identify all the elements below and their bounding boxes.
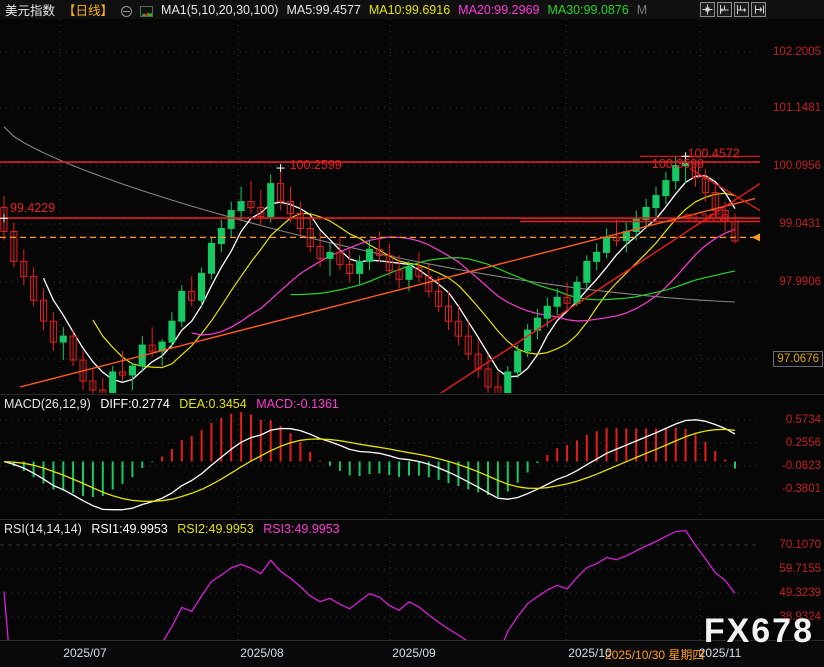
price-annotation: 100.4572 <box>688 146 740 160</box>
chart-header-bar: 美元指数 【日线】 MA1(5,10,20,30,100) MA5:99.457… <box>0 0 824 19</box>
macd-plot-area[interactable] <box>0 396 760 520</box>
macd-title: MACD(26,12,9) <box>4 397 91 411</box>
time-axis[interactable]: 2025/07 2025/08 2025/09 2025/10 2025/11 2025/… <box>0 640 824 667</box>
macd-axis-label: 0.5734 <box>785 414 821 426</box>
crosshair-date-label: 2025/10/30 星期四 <box>605 648 705 662</box>
chart-toolbar <box>700 2 766 17</box>
price-axis-label: 102.2005 <box>773 46 821 58</box>
price-annotation: 100.3599 <box>652 157 704 171</box>
macd-panel[interactable]: MACD(26,12,9) DIFF:0.2774 DEA:0.3454 MAC… <box>0 396 824 520</box>
panel-divider-2 <box>0 519 824 520</box>
rsi-header: RSI(14,14,14) RSI1:49.9953 RSI2:49.9953 … <box>4 522 340 536</box>
ma20-value: MA20:99.2969 <box>458 2 540 17</box>
crosshair-tool-icon[interactable] <box>700 2 715 17</box>
measure-right-tool-icon[interactable] <box>734 2 749 17</box>
rsi2-value: RSI2:49.9953 <box>177 522 254 536</box>
price-axis-label: 97.9906 <box>779 276 821 288</box>
macd-chart-svg <box>0 412 760 520</box>
price-annotation: 99.4229 <box>10 201 55 215</box>
price-annotation: 99.3659 <box>684 212 729 226</box>
panel-divider-1 <box>0 394 824 395</box>
rsi-title: RSI(14,14,14) <box>4 522 82 536</box>
exit-tool-icon[interactable] <box>751 2 766 17</box>
macd-axis-label: -0.0623 <box>781 460 821 472</box>
price-axis[interactable]: 102.2005 101.1481 100.0956 99.0431 97.9906 97… <box>760 19 824 393</box>
time-axis-tick: 2025/09 <box>392 646 436 660</box>
watermark: FX678 <box>703 612 814 650</box>
rsi-plot-area[interactable] <box>0 521 760 640</box>
price-axis-label: 101.1481 <box>773 102 821 114</box>
macd-axis-label: 0.2556 <box>785 437 821 449</box>
price-plot-area[interactable]: 100.259999.4229100.4572100.359999.365996… <box>0 19 760 393</box>
period-label: 【日线】 <box>63 4 114 18</box>
price-axis-label: 97.0676 <box>773 351 823 367</box>
price-axis-label: 100.0956 <box>773 160 821 172</box>
macd-axis-label: -0.3801 <box>781 483 821 495</box>
ma30-value: MA30:99.0876 <box>547 2 629 17</box>
rsi-axis-label: 38.9324 <box>779 611 821 623</box>
price-axis-label: 99.0431 <box>779 218 821 230</box>
price-chart-svg: 100.259999.4229100.4572100.359999.365996… <box>0 19 760 393</box>
time-axis-tick: 2025/10 <box>568 646 612 660</box>
candlestick-icon[interactable] <box>140 6 154 17</box>
ma5-value: MA5:99.4577 <box>286 2 361 17</box>
instrument-name: 美元指数 <box>5 4 56 18</box>
price-panel[interactable]: 100.259999.4229100.4572100.359999.365996… <box>0 19 824 393</box>
rsi-chart-svg <box>0 529 760 640</box>
ma100-value: M <box>636 2 648 17</box>
rsi-axis-label: 70.1070 <box>779 539 821 551</box>
rsi-panel[interactable]: RSI(14,14,14) RSI1:49.9953 RSI2:49.9953 … <box>0 521 824 640</box>
time-axis-tick: 2025/07 <box>63 646 107 660</box>
rsi1-value: RSI1:49.9953 <box>91 522 168 536</box>
macd-dea-value: DEA:0.3454 <box>179 397 247 411</box>
circle-minus-icon[interactable] <box>121 6 133 17</box>
macd-header: MACD(26,12,9) DIFF:0.2774 DEA:0.3454 MAC… <box>4 397 339 411</box>
rsi-axis-label: 59.7155 <box>779 563 821 575</box>
time-axis-tick: 2025/11 <box>698 646 742 660</box>
rsi-axis[interactable]: 70.1070 59.7155 49.3239 38.9324 <box>760 521 824 640</box>
price-annotation: 100.2599 <box>290 158 342 172</box>
macd-hist-value: MACD:-0.1361 <box>256 397 339 411</box>
time-axis-tick: 2025/08 <box>240 646 284 660</box>
measure-left-tool-icon[interactable] <box>717 2 732 17</box>
rsi-axis-label: 49.3239 <box>779 587 821 599</box>
macd-axis[interactable]: 0.5734 0.2556 -0.0623 -0.3801 <box>760 396 824 520</box>
rsi3-value: RSI3:49.9953 <box>263 522 340 536</box>
ma-config-label[interactable]: MA1(5,10,20,30,100) <box>161 2 279 17</box>
macd-diff-value: DIFF:0.2774 <box>100 397 170 411</box>
ma10-value: MA10:99.6916 <box>368 2 451 17</box>
candle-series <box>0 156 739 393</box>
